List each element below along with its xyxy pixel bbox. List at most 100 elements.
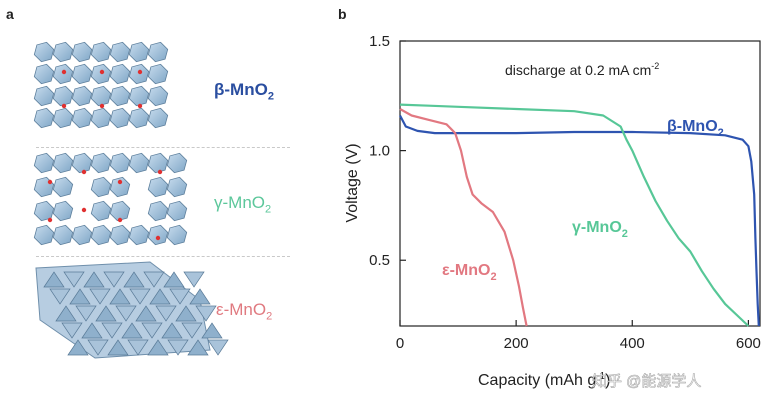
mno6-triangle [123,271,145,288]
axis-ticks: 0 200 400 600 0.5 1.0 1.5 [369,33,761,352]
x-tick-label: 0 [396,335,404,352]
mno6-octahedron [71,63,93,85]
plot-area-frame [399,40,761,327]
mno6-octahedron [90,107,112,129]
mno6-octahedron [90,224,112,246]
mno6-triangle [181,322,203,339]
mno6-triangle [135,305,157,322]
mno6-octahedron [166,224,188,246]
mno6-triangle [109,288,131,305]
gamma-mno2-structure [33,152,188,246]
mno6-octahedron [147,152,169,174]
watermark: 知乎 @能源学人 [592,373,701,390]
mno6-octahedron [90,41,112,63]
tunnel-cation [47,217,53,223]
mno6-triangle [163,271,185,288]
mno6-triangle [103,271,125,288]
mno6-octahedron [147,224,169,246]
mno6-octahedron [128,107,150,129]
mno6-octahedron [52,200,74,222]
mno6-octahedron [128,85,150,107]
mno6-octahedron [33,107,55,129]
mno6-octahedron [33,152,55,174]
x-tick-label: 600 [736,335,761,352]
series-label-epsilon-main: ε-MnO [442,262,490,279]
mno6-triangle [207,339,229,356]
y-tick-label: 0.5 [369,252,390,269]
mno6-triangle [43,271,65,288]
mno6-triangle [189,288,211,305]
series-label-epsilon-sub: 2 [490,271,496,283]
mno6-octahedron [166,152,188,174]
mno6-triangle [143,271,165,288]
mno6-octahedron [109,176,131,198]
mno6-octahedron [33,85,55,107]
mno6-octahedron [33,41,55,63]
mno6-octahedron [71,152,93,174]
tunnel-cation [117,179,123,185]
mno6-triangle [55,305,77,322]
chart-annotation: discharge at 0.2 mA cm-2 [505,61,659,78]
mno6-triangle [195,305,217,322]
panel-a-letter: a [6,6,14,22]
mno6-octahedron [147,200,169,222]
y-tick-label: 1.5 [369,33,390,50]
mno6-octahedron [109,152,131,174]
gamma-label-sub: 2 [265,203,272,216]
tunnel-cation [99,103,105,109]
mno6-triangle [201,322,223,339]
mno6-octahedron [128,224,150,246]
mno6-triangle [167,339,189,356]
x-tick-label: 200 [504,335,529,352]
beta-label-main: β-MnO [214,80,268,99]
epsilon-mno2-structure [35,261,229,359]
y-axis-label: Voltage (V) [344,143,361,222]
mno6-octahedron [33,224,55,246]
gamma-mno2-label: γ-MnO2 [214,193,271,215]
gamma-label-main: γ-MnO [214,193,265,212]
mno6-triangle [107,339,129,356]
epsilon-label-main: ε-MnO [216,300,267,319]
mno6-octahedron [147,41,169,63]
structure-divider [36,147,290,148]
mno6-octahedron [90,200,112,222]
mno6-octahedron [71,107,93,129]
beta-mno2-structure [33,41,169,129]
mno6-octahedron [109,41,131,63]
mno6-octahedron [52,224,74,246]
mno6-octahedron [109,200,131,222]
mno6-triangle [115,305,137,322]
mno6-triangle [127,339,149,356]
mno6-triangle [89,288,111,305]
mno6-triangle [147,339,169,356]
mno6-triangle [149,288,171,305]
mno6-octahedron [147,107,169,129]
panel-b-letter: b [338,6,347,22]
mno6-octahedron [128,63,150,85]
mno6-triangle [49,288,71,305]
mno6-triangle [161,322,183,339]
mno6-octahedron [71,85,93,107]
beta-label-sub: 2 [267,90,274,103]
tunnel-cation [157,169,163,175]
mno6-octahedron [52,176,74,198]
mno6-triangle [75,305,97,322]
tunnel-cation [99,69,105,75]
mno6-triangle [183,271,205,288]
x-axis-label-main: Capacity (mAh g [478,372,596,389]
epsilon-label-sub: 2 [266,310,273,323]
mno6-triangle [81,322,103,339]
mno6-triangle [63,271,85,288]
tunnel-cation [47,179,53,185]
structure-divider [36,256,290,257]
annotation-sup: -2 [651,61,659,71]
mno6-octahedron [52,63,74,85]
x-axis-label: Capacity (mAh g-1) [478,371,611,389]
series-line-beta [399,114,760,327]
tunnel-cation [61,103,67,109]
mno6-octahedron [166,200,188,222]
tunnel-cation [137,69,143,75]
mno6-triangle [155,305,177,322]
series-label-beta: β-MnO2 [667,118,724,139]
